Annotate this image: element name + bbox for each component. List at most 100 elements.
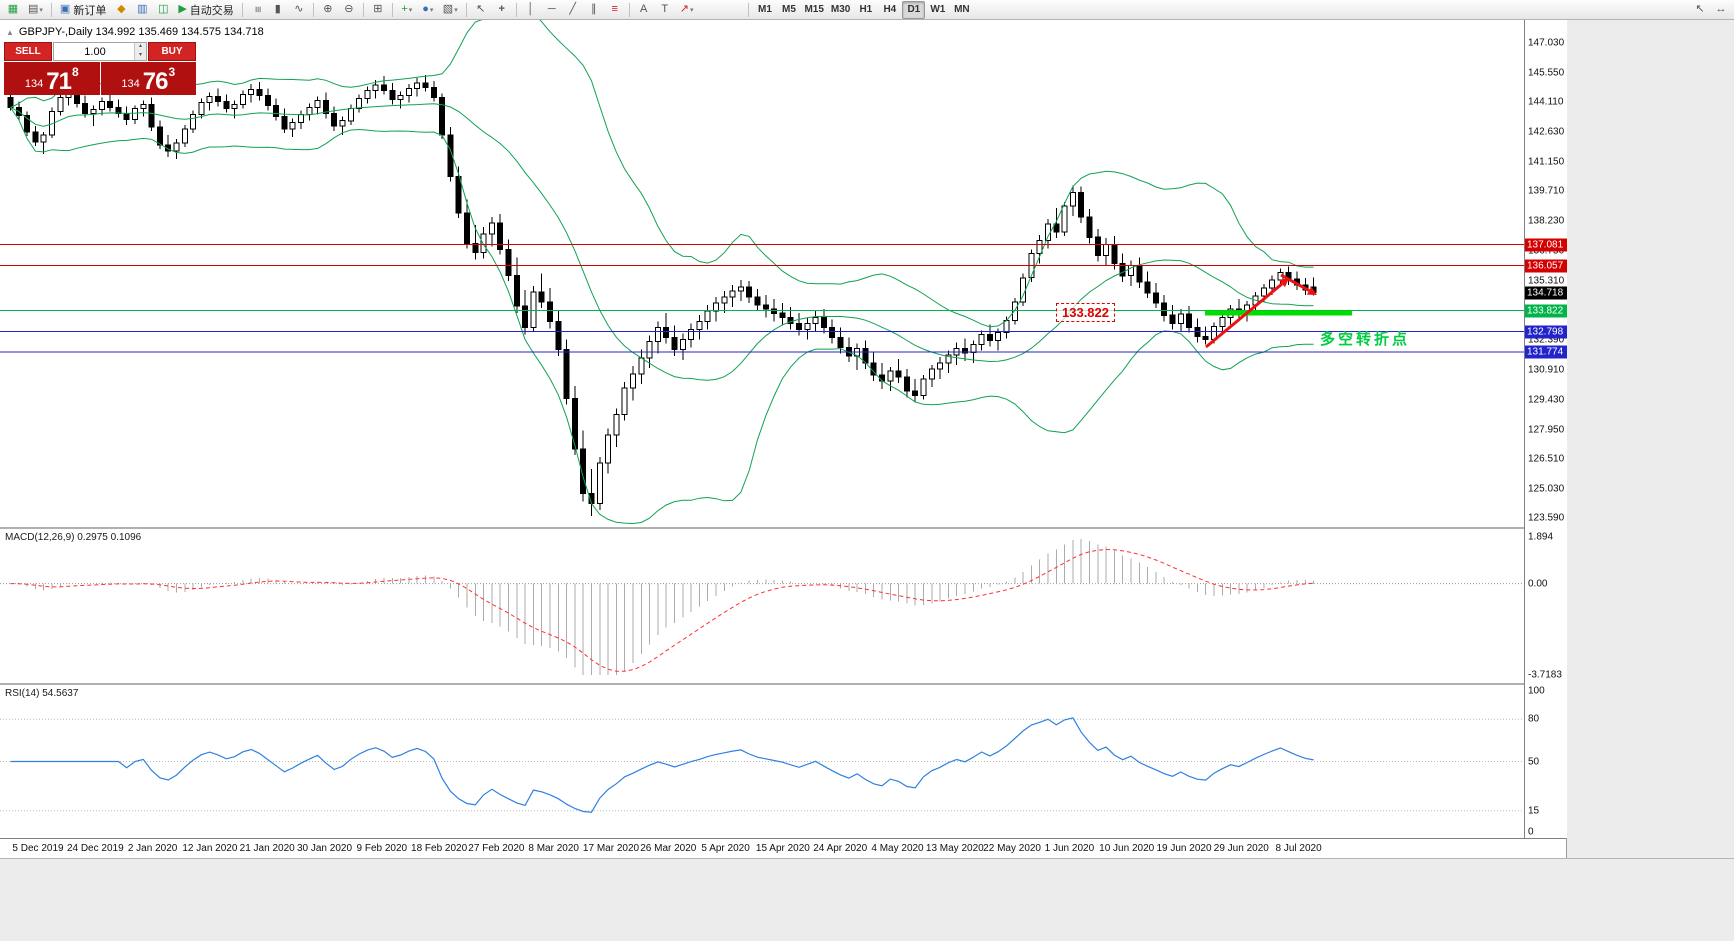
- sell-button[interactable]: SELL: [4, 42, 52, 61]
- date-tick-label: 2 Jan 2020: [127, 843, 178, 854]
- candles-group: [7, 75, 1317, 516]
- buy-button[interactable]: BUY: [148, 42, 196, 61]
- chevron-down-icon: ▾: [429, 6, 434, 14]
- volume-down-icon[interactable]: ▾: [135, 51, 146, 60]
- indicators-button[interactable]: + ▾: [397, 1, 417, 19]
- price-line-label: 132.798: [1525, 325, 1567, 338]
- ohlc-bars-button[interactable]: ≡: [247, 1, 267, 19]
- timeframe-button-m1[interactable]: M1: [753, 1, 776, 19]
- price-tick-label: 0.00: [1528, 578, 1548, 590]
- line-chart-button[interactable]: ∿: [289, 1, 309, 19]
- candlestick-chart[interactable]: [0, 20, 1524, 527]
- ohlc-bars-icon: ≡: [251, 6, 264, 13]
- timeframe-button-mn[interactable]: MN: [950, 1, 973, 19]
- horizontal-line-button[interactable]: ─: [542, 1, 562, 19]
- sell-price-prefix: 134: [24, 78, 44, 90]
- panel-separator[interactable]: [0, 683, 1566, 685]
- price-tick-label: 135.310: [1528, 275, 1565, 287]
- fibonacci-button[interactable]: ≡: [605, 1, 625, 19]
- turning-point-note[interactable]: 多空转折点: [1320, 331, 1411, 348]
- buy-price-point: 3: [168, 65, 176, 79]
- trendline-icon: ╱: [569, 3, 577, 15]
- rsi-line: [10, 717, 1314, 813]
- crosshair-button[interactable]: +: [492, 1, 512, 19]
- text-label-button[interactable]: T: [655, 1, 675, 19]
- rsi-panel[interactable]: RSI(14) 54.5637: [0, 685, 1524, 838]
- timeframe-button-h4[interactable]: H4: [878, 1, 901, 19]
- autotrading-button[interactable]: ▶ 自动交易: [174, 1, 237, 19]
- date-tick-label: 18 Feb 2020: [411, 843, 468, 854]
- price-tick-label: 139.710: [1528, 185, 1565, 197]
- rsi-chart[interactable]: [0, 685, 1524, 838]
- crosshair-icon: +: [498, 3, 505, 15]
- text-button[interactable]: A: [634, 1, 654, 19]
- timeframe-button-m15[interactable]: M15: [801, 1, 826, 19]
- cursor-button[interactable]: ↖: [471, 1, 491, 19]
- price-tick-label: 0: [1528, 826, 1534, 838]
- macd-panel[interactable]: MACD(12,26,9) 0.2975 0.1096: [0, 529, 1524, 683]
- new-order-button[interactable]: ▣ 新订单: [56, 1, 110, 19]
- volume-spinner: ▴ ▾: [134, 43, 146, 60]
- trendline-button[interactable]: ╱: [563, 1, 583, 19]
- indicators-plus-icon: +: [401, 3, 408, 15]
- date-tick-label: 24 Apr 2020: [813, 843, 868, 854]
- templates-button[interactable]: ▧ ▾: [439, 1, 462, 19]
- macd-chart[interactable]: [0, 529, 1524, 683]
- timeframe-button-w1[interactable]: W1: [926, 1, 949, 19]
- arrows-button[interactable]: ↗ ▾: [676, 1, 698, 19]
- timeframe-button-h1[interactable]: H1: [854, 1, 877, 19]
- buy-price-pips: 76: [142, 68, 169, 95]
- chart-title-row: ▲ GBPJPY-,Daily 134.992 135.469 134.575 …: [6, 26, 264, 38]
- price-tick-label: 130.910: [1528, 364, 1565, 376]
- price-tick-label: 142.630: [1528, 126, 1565, 138]
- price-callout[interactable]: 133.822: [1056, 303, 1115, 322]
- sell-price-pips: 71: [46, 68, 72, 95]
- zoom-out-button[interactable]: ⊖: [339, 1, 359, 19]
- price-tick-label: 141.150: [1528, 156, 1565, 168]
- volume-up-icon[interactable]: ▴: [135, 43, 146, 52]
- zoom-in-button[interactable]: ⊕: [318, 1, 338, 19]
- workspace-empty-area: [1567, 20, 1734, 858]
- text-icon: A: [640, 3, 648, 15]
- sell-price-panel[interactable]: 134 71 8: [4, 62, 100, 95]
- candlestick-icon: ▮: [274, 3, 281, 15]
- toolbar-separator: [362, 2, 364, 17]
- date-tick-label: 10 Jun 2020: [1099, 843, 1155, 854]
- chart-title: GBPJPY-,Daily 134.992 135.469 134.575 13…: [18, 26, 264, 38]
- chart-scroll-icon: ↔: [1715, 3, 1727, 15]
- toolbar-separator: [312, 2, 314, 17]
- timeframe-button-d1[interactable]: D1: [902, 0, 926, 19]
- chart-scroll-button[interactable]: ↔: [1711, 1, 1731, 19]
- main-chart-panel[interactable]: ▲ GBPJPY-,Daily 134.992 135.469 134.575 …: [0, 20, 1524, 527]
- profiles-button[interactable]: ▤ ▾: [24, 1, 47, 19]
- navigator-button[interactable]: ◫: [153, 1, 173, 19]
- date-tick-label: 17 Mar 2020: [582, 843, 640, 854]
- vertical-line-button[interactable]: │: [521, 1, 541, 19]
- one-click-toggle-icon[interactable]: ▲: [6, 27, 14, 37]
- date-tick-label: 12 Jan 2020: [182, 843, 238, 854]
- channel-button[interactable]: ∥: [584, 1, 604, 19]
- volume-input-wrap: ▴ ▾: [53, 42, 147, 61]
- periods-button[interactable]: ● ▾: [418, 1, 438, 19]
- cursor-icon: ↖: [476, 3, 486, 15]
- price-axis[interactable]: 147.030 145.550 144.110 142.630 141.150 139.7…: [1524, 20, 1567, 838]
- tile-windows-button[interactable]: ⊞: [368, 1, 388, 19]
- date-axis[interactable]: 5 Dec 2019 24 Dec 2019 2 Jan 2020 12 Jan 20…: [0, 838, 1566, 859]
- timeframe-button-m5[interactable]: M5: [777, 1, 800, 19]
- metaeditor-button[interactable]: ◆: [111, 1, 131, 19]
- market-watch-button[interactable]: ▥: [132, 1, 152, 19]
- new-chart-button[interactable]: ▦: [3, 1, 23, 19]
- trend-arrow-up[interactable]: [1205, 278, 1289, 349]
- timeframe-button-m30[interactable]: M30: [828, 1, 853, 19]
- volume-input[interactable]: [54, 43, 146, 60]
- buy-price-panel[interactable]: 134 76 3: [100, 62, 196, 95]
- panel-separator[interactable]: [0, 527, 1566, 529]
- bollinger-middle-band: [10, 103, 1314, 381]
- pointer-button[interactable]: ↖: [1690, 1, 1710, 19]
- trend-arrow-down[interactable]: [1280, 273, 1317, 295]
- date-tick-label: 8 Jul 2020: [1275, 843, 1322, 854]
- candlestick-mode-button[interactable]: ▮: [268, 1, 288, 19]
- buy-price-prefix: 134: [121, 78, 140, 90]
- toolbar-separator: [241, 2, 243, 17]
- price-tick-label: 127.950: [1528, 424, 1565, 436]
